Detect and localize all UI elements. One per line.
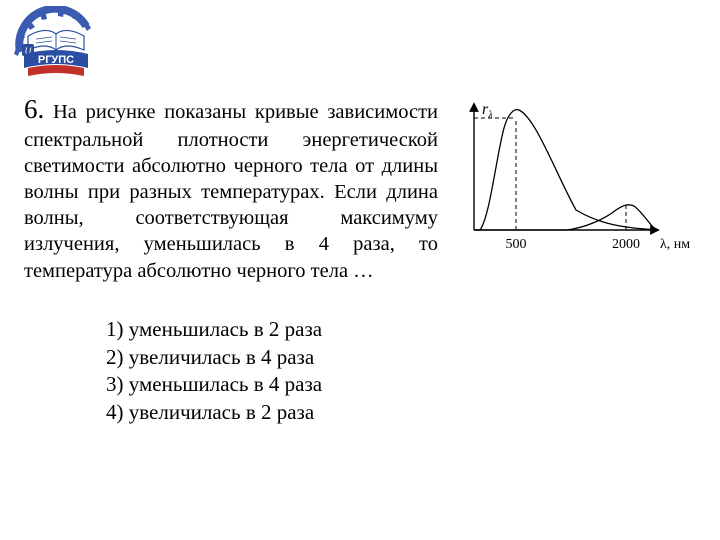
option-3: 3) уменьшилась в 4 раза <box>106 371 438 399</box>
logo-text: РГУПС <box>38 54 74 66</box>
question-paragraph: 6. На рисунке показаны кривые зависимост… <box>24 92 438 284</box>
svg-text:λ, нм: λ, нм <box>660 237 690 252</box>
option-1: 1) уменьшилась в 2 раза <box>106 316 438 344</box>
question-number: 6. <box>24 94 44 124</box>
svg-text:500: 500 <box>506 237 527 252</box>
option-4: 4) увеличилась в 2 раза <box>106 399 438 427</box>
institution-logo: U РГУПС <box>14 6 98 85</box>
chart: 5002000rλλ, нм <box>456 98 696 263</box>
question-text: На рисунке показаны кривые зависимости с… <box>24 101 438 282</box>
option-2: 2) увеличилась в 4 раза <box>106 344 438 372</box>
question-block: 6. На рисунке показаны кривые зависимост… <box>24 92 696 427</box>
svg-text:2000: 2000 <box>612 237 640 252</box>
answer-options: 1) уменьшилась в 2 раза 2) увеличилась в… <box>106 316 438 427</box>
question-text-column: 6. На рисунке показаны кривые зависимост… <box>24 92 438 427</box>
